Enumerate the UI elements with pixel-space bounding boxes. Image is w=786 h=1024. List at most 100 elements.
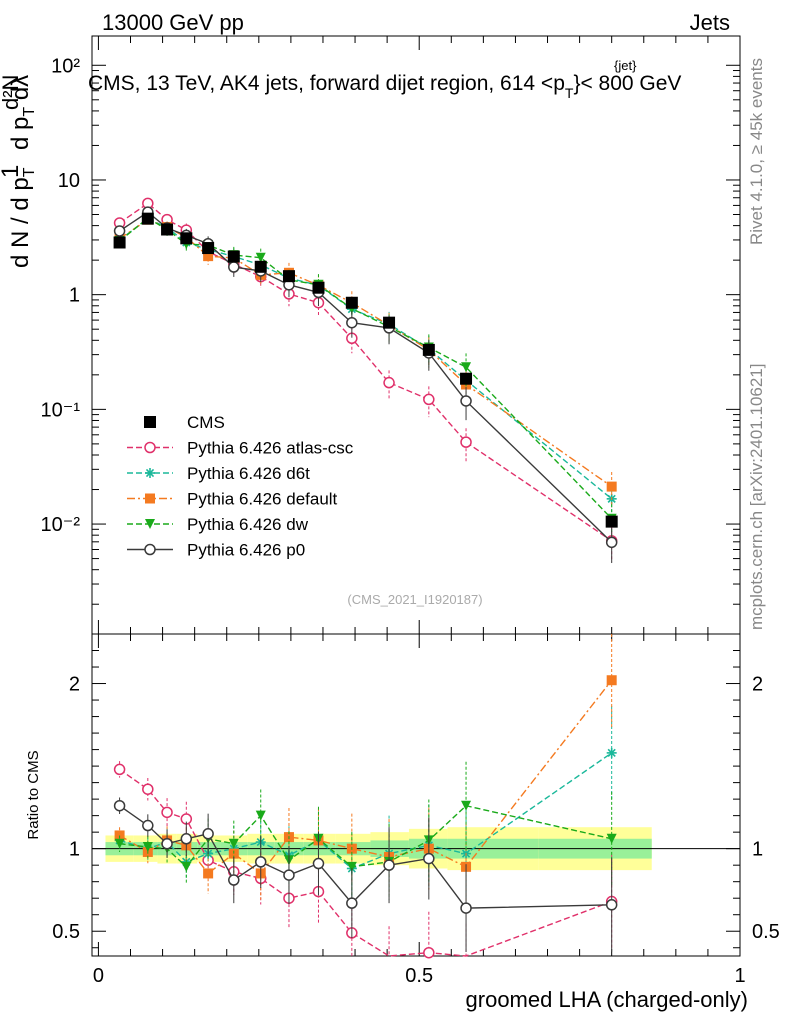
data-point [422, 343, 435, 356]
data-point [282, 270, 295, 283]
ratio-point [423, 852, 435, 865]
series-point [606, 481, 617, 492]
ratio-point [142, 819, 154, 832]
ratio-point [181, 861, 192, 872]
data-point [141, 212, 154, 225]
series-main-4 [113, 206, 618, 564]
legend: CMS Pythia 6.426 atlas-csc Pythia 6.426 d6… [127, 413, 354, 560]
ratio-point [346, 861, 357, 872]
data-point [161, 223, 174, 236]
mcplots-label: mcplots.cern.ch [arXiv:2401.10621] [747, 364, 766, 630]
legend-entry: Pythia 6.426 d6t [127, 464, 310, 483]
y-tick-label-main: 10² [51, 55, 80, 77]
y-tick-label-ratio: 2 [69, 674, 80, 696]
data-point [113, 236, 126, 249]
y-tick-label-main: 1 [69, 285, 80, 307]
y-axis-label-main: d N / d pT 1 d pT dλ d²N [0, 75, 38, 268]
series-point [346, 316, 358, 329]
data-point [227, 250, 240, 263]
x-axis-label: groomed LHA (charged-only) [466, 987, 748, 1012]
legend-entry: CMS [144, 413, 225, 432]
ratio-point [114, 838, 125, 849]
ratio-point [228, 838, 239, 849]
ratio-point [312, 857, 325, 870]
ratio-point [180, 833, 193, 845]
ratio-point [460, 902, 472, 914]
series-point [423, 393, 435, 406]
legend-entry: Pythia 6.426 default [127, 490, 338, 509]
series-ratio-4 [113, 797, 618, 953]
ratio-point [202, 828, 214, 840]
ratio-point [142, 842, 153, 853]
header-energy: 13000 GeV pp [102, 10, 244, 35]
data-point [345, 296, 358, 309]
svg-text:CMS, 13 TeV, AK4 jets, forward: CMS, 13 TeV, AK4 jets, forward dijet reg… [88, 72, 681, 101]
svg-text:1: 1 [0, 165, 24, 178]
ratio-point [606, 747, 617, 758]
series-point [203, 251, 214, 262]
ratio-point [254, 856, 267, 868]
plot-title: CMS, 13 TeV, AK4 jets, forward dijet reg… [88, 58, 681, 101]
legend-label: Pythia 6.426 default [187, 490, 338, 509]
data-point [460, 372, 473, 385]
ratio-point [228, 848, 239, 859]
y-tick-label-main: 10⁻¹ [41, 399, 81, 421]
x-tick-label: 0 [93, 965, 104, 987]
legend-marker [145, 493, 155, 504]
legend-marker [144, 543, 156, 556]
data-point [254, 260, 267, 273]
series-point [228, 261, 240, 273]
legend-marker [144, 441, 156, 454]
legend-marker [144, 416, 156, 428]
data-point [312, 281, 325, 294]
ratio-line [119, 804, 612, 868]
legend-marker [145, 519, 155, 529]
ratio-point [228, 874, 240, 886]
ratio-point [606, 833, 617, 844]
axes-ticks: 0 0.5 1 10⁻² 10⁻¹ 1 10 10² 0.5 0.5 1 1 2 2 [41, 36, 780, 987]
ratio-point [606, 675, 617, 686]
ratio-point [203, 868, 214, 879]
ratio-point [423, 946, 435, 959]
ratio-point [346, 897, 358, 909]
legend-label: Pythia 6.426 dw [187, 515, 309, 534]
svg-text:d N / d pT: d N / d pT [7, 167, 38, 268]
y-axis-label-ratio: Ratio to CMS [25, 750, 42, 839]
series-point [605, 536, 618, 549]
analysis-id-label: (CMS_2021_I1920187) [347, 592, 482, 607]
y-tick-label-ratio-right: 1 [752, 839, 763, 861]
data-point [383, 316, 396, 329]
ratio-point [461, 800, 472, 811]
series-point [255, 252, 266, 263]
data-point [180, 232, 193, 245]
main-series-group [113, 197, 618, 564]
series-point [460, 436, 472, 448]
legend-entry: Pythia 6.426 p0 [127, 541, 305, 560]
series-point [460, 395, 472, 407]
series-point [383, 376, 395, 389]
ratio-point [113, 799, 126, 812]
legend-label: Pythia 6.426 atlas-csc [187, 439, 354, 458]
series-cms-data [113, 212, 618, 528]
legend-label: Pythia 6.426 p0 [187, 541, 305, 560]
series-line [119, 217, 613, 520]
svg-text:d²N: d²N [0, 75, 23, 110]
y-tick-label-ratio-right: 2 [752, 674, 763, 696]
legend-marker [145, 468, 155, 478]
series-line [119, 218, 613, 488]
series-point [113, 225, 126, 237]
ratio-point [161, 806, 173, 819]
ratio-point [383, 859, 395, 871]
legend-label: CMS [187, 413, 225, 432]
ratio-point [142, 783, 154, 795]
ratio-plot-frame [91, 633, 741, 957]
svg-text:{jet}: {jet} [614, 58, 637, 73]
ratio-series-group [113, 634, 618, 959]
x-tick-label: 0.5 [405, 965, 433, 987]
ratio-point [283, 869, 295, 881]
rivet-version-label: Rivet 4.1.0, ≥ 45k events [747, 58, 766, 245]
legend-entry: Pythia 6.426 atlas-csc [127, 439, 354, 458]
header-jets: Jets [690, 10, 730, 35]
ratio-point [161, 837, 173, 850]
